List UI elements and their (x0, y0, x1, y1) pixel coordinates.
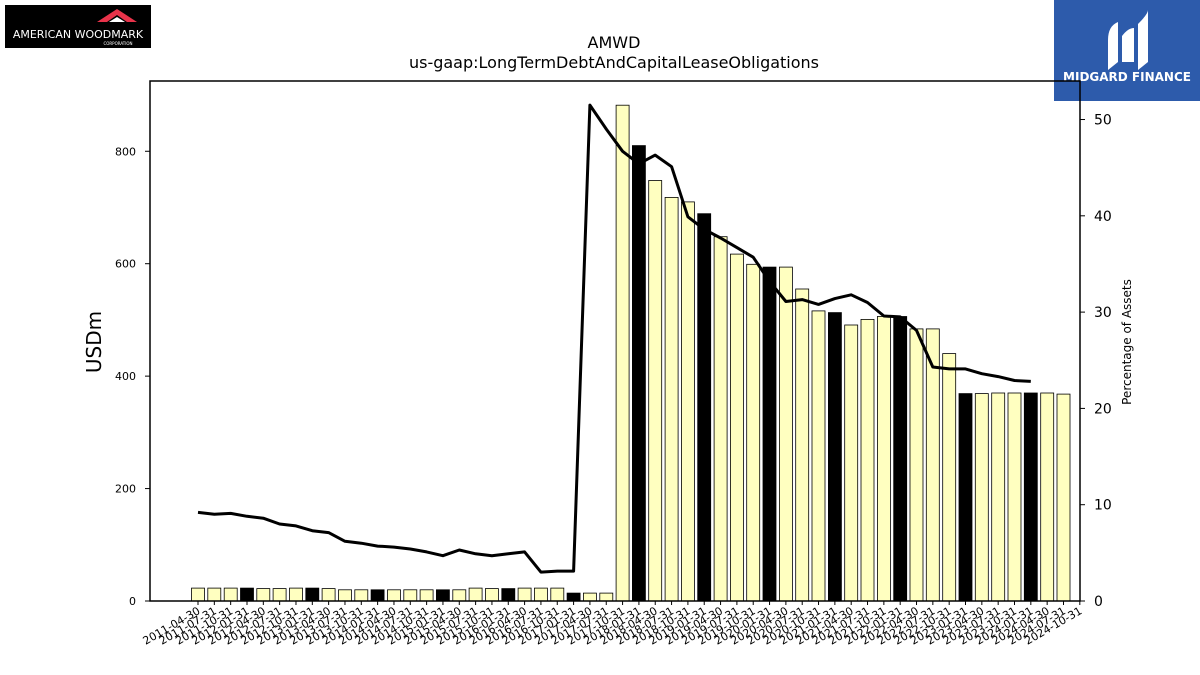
y2-tick-label: 20 (1094, 401, 1112, 417)
bar (338, 589, 352, 602)
bar (517, 587, 532, 602)
bar (354, 589, 369, 602)
bar (289, 587, 303, 602)
bar (942, 353, 957, 602)
bar (632, 145, 646, 602)
chart-subtitle: us-gaap:LongTermDebtAndCapitalLeaseOblig… (409, 53, 819, 72)
company-logo-text: AMERICAN WOODMARK (13, 28, 144, 41)
bar (615, 104, 630, 602)
percentage-line (197, 103, 1031, 574)
midgard-finance-logo (1054, 0, 1200, 101)
bar (697, 213, 712, 602)
y2-tick-label: 50 (1094, 113, 1112, 129)
bar (321, 588, 336, 602)
bar (468, 587, 483, 602)
roof-inner-icon (109, 17, 125, 22)
bar (435, 589, 450, 602)
bar (844, 324, 859, 602)
bar (762, 266, 777, 602)
publisher-logo-text: MIDGARD FINANCE (1063, 70, 1191, 84)
y2-tick-label: 10 (1094, 498, 1112, 514)
y-tick-label: 400 (115, 370, 136, 383)
plot-frame (149, 80, 1081, 602)
roof-icon (97, 9, 137, 22)
y2-tick-label: 40 (1094, 209, 1112, 225)
chart-title: AMWD (588, 33, 641, 52)
bar (272, 588, 287, 602)
bar (387, 589, 401, 602)
y2-axis-label: Percentage of Assets (1120, 279, 1134, 405)
company-logo-subtext: CORPORATION (103, 41, 132, 46)
bar (1007, 392, 1022, 602)
line-series (197, 103, 1031, 574)
bar (305, 587, 320, 602)
bar (566, 592, 581, 602)
bar (893, 316, 908, 602)
bar (240, 587, 254, 602)
bar (223, 587, 238, 602)
bar (779, 266, 793, 602)
bar (664, 196, 679, 602)
y-tick-label: 800 (115, 145, 136, 158)
bar (974, 393, 989, 602)
bar (713, 236, 728, 602)
bar (730, 253, 744, 602)
bar (991, 392, 1006, 602)
bar-series (191, 104, 1071, 602)
bar (795, 288, 810, 602)
bar (958, 393, 973, 602)
y-axis-label: USDm (82, 311, 106, 373)
midgard-mark-icon (1108, 10, 1148, 70)
bar (207, 587, 222, 602)
y2-tick-label: 0 (1094, 594, 1103, 610)
bar (370, 589, 385, 602)
bar (860, 318, 875, 602)
bar (256, 588, 271, 602)
y2-tick-label: 30 (1094, 305, 1112, 321)
bar (1040, 392, 1055, 602)
american-woodmark-logo-graphic (97, 9, 137, 22)
bar (877, 316, 891, 602)
bar (550, 587, 565, 602)
bar (1023, 392, 1038, 602)
bar (484, 588, 499, 602)
bar (583, 592, 597, 602)
bar (1056, 393, 1071, 602)
bar (925, 328, 940, 602)
bar (501, 588, 516, 602)
y-tick-label: 600 (115, 258, 136, 271)
axes: 0200400600800010203040502011-04-302011-0… (115, 80, 1112, 648)
bar (811, 310, 826, 602)
y-tick-label: 200 (115, 483, 136, 496)
bar (648, 180, 663, 602)
bar (419, 589, 434, 602)
bar (403, 589, 418, 602)
bar (681, 201, 695, 602)
bar (909, 328, 924, 602)
midgard-finance-logo-graphic (1108, 10, 1148, 70)
bar (599, 592, 614, 602)
bar (452, 589, 467, 602)
bar (191, 587, 205, 602)
bar (828, 312, 842, 602)
bar (746, 263, 761, 602)
bar (534, 587, 548, 602)
american-woodmark-logo (5, 5, 151, 48)
y-tick-label: 0 (129, 595, 136, 608)
